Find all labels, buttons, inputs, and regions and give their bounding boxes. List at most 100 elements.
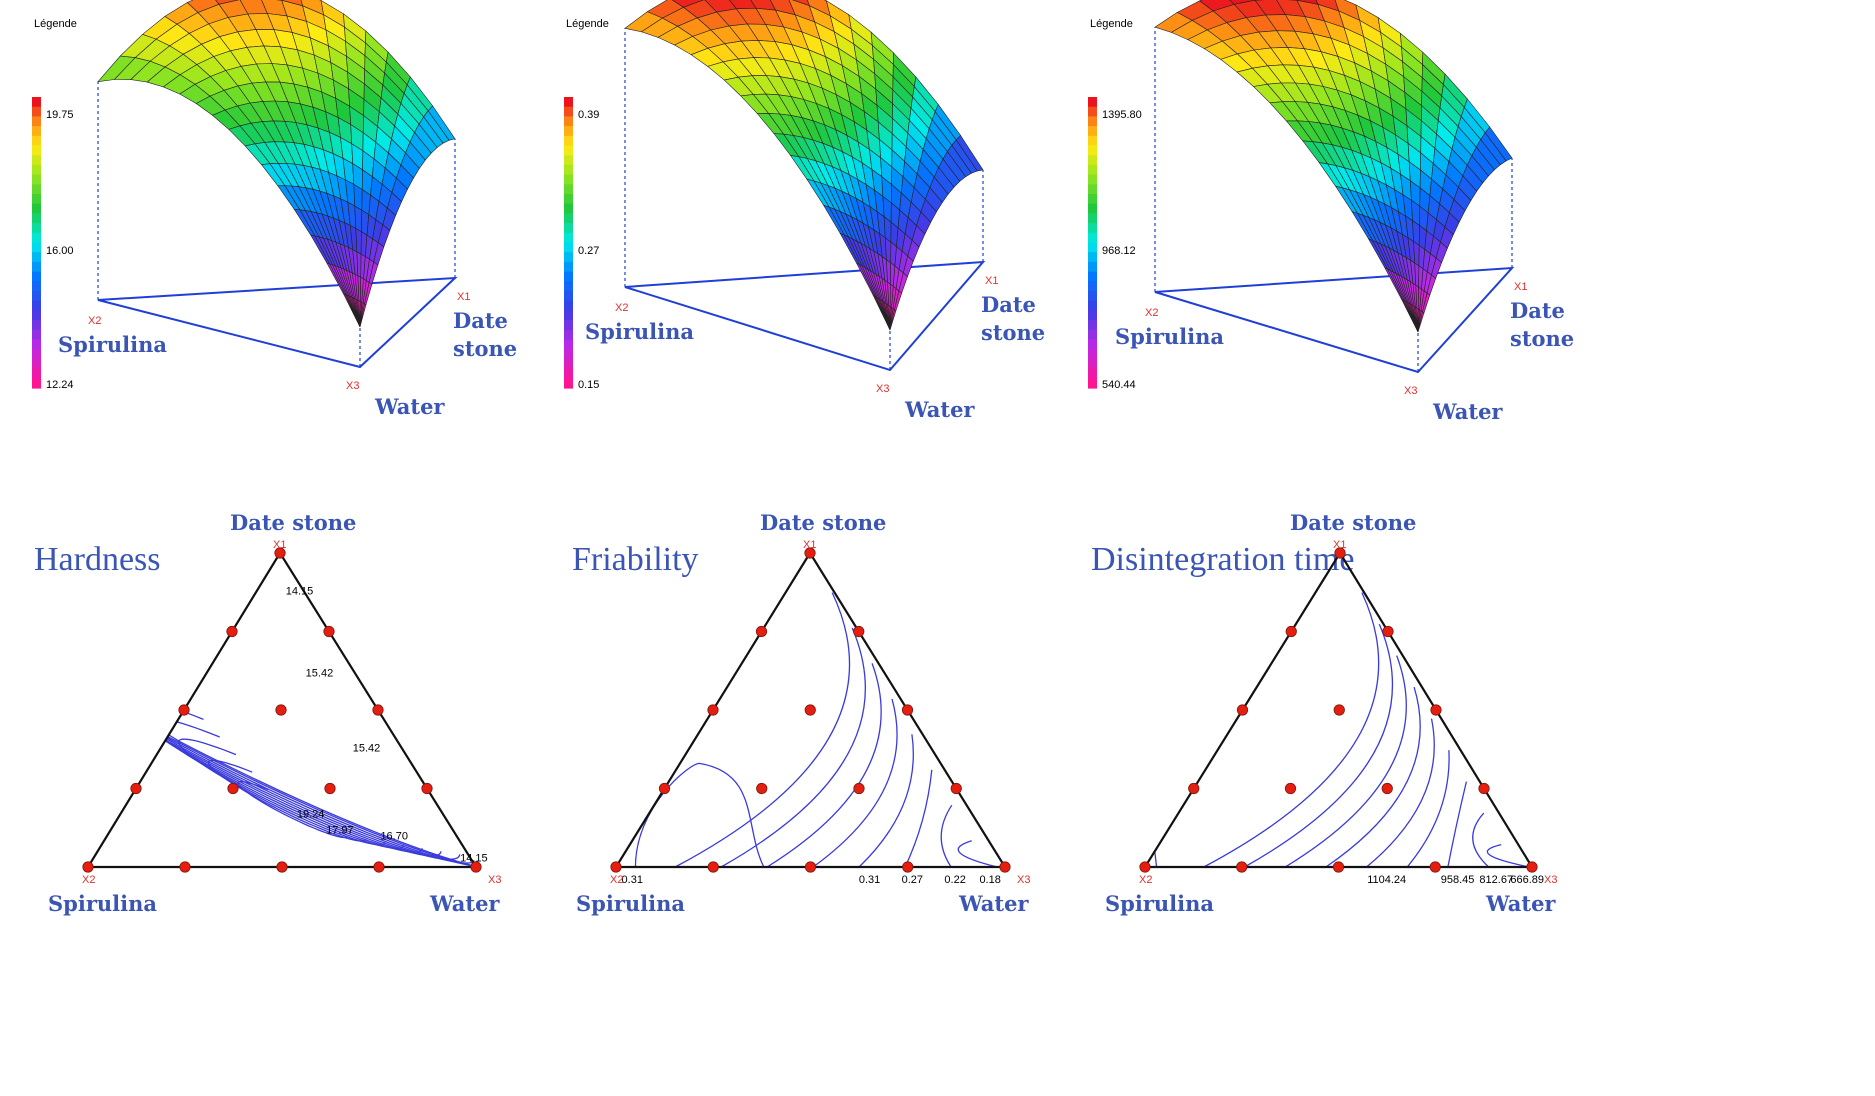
component-date-stone-line2: stone (1510, 326, 1574, 351)
legend-color-segment (1088, 106, 1097, 117)
component-date-stone-line2: stone (453, 336, 517, 361)
legend-color-segment (32, 300, 41, 311)
design-point (130, 782, 142, 795)
surface-facet (359, 303, 367, 327)
surface-facet (884, 237, 892, 264)
legend-color-segment (1088, 164, 1097, 176)
legend-color-segment (564, 329, 573, 341)
design-point (1236, 861, 1248, 873)
legend-color-segment (32, 145, 41, 156)
legend-color-segment (1088, 203, 1097, 214)
legend-color-segment (564, 203, 573, 214)
component-spirulina: Spirulina (1115, 324, 1224, 349)
legend-tick: 968.12 (1102, 245, 1136, 257)
legend-color-segment (1088, 126, 1097, 137)
ternary-plot-2: 0.31 0.31 0.27 0.22 0.18 X1 X2 X3 Date stone Spir… (576, 510, 1030, 916)
contour-label: 14.15 (460, 853, 488, 865)
design-point (610, 861, 622, 873)
design-point (707, 861, 719, 873)
legend-color-segment (1088, 358, 1097, 370)
legend-color-segment (1088, 349, 1097, 360)
legend-color-segment (32, 164, 41, 176)
design-point (227, 782, 239, 795)
panel-title: Disintegration time (1091, 541, 1354, 578)
contour-line (1284, 655, 1407, 868)
legend-color-segment (1088, 174, 1097, 185)
base-triangle (1154, 266, 1515, 374)
surface-facet (1413, 240, 1420, 267)
vertex-label-x3: X3 (488, 874, 501, 886)
design-point (853, 782, 865, 795)
legend-color-segment (32, 116, 41, 127)
contour-line (812, 698, 898, 868)
design-point (1334, 547, 1346, 559)
legend-color-segment (564, 252, 573, 263)
contour-label: 16.70 (380, 831, 408, 843)
contour-label: 0.31 (859, 874, 880, 886)
legend-color-segment (1088, 310, 1097, 321)
legend-color-segment (564, 261, 573, 273)
legend-color-segment (32, 368, 41, 379)
design-point (999, 861, 1011, 873)
design-point (1526, 861, 1538, 873)
legend-color-segment (564, 281, 573, 292)
component-water: Water (374, 394, 445, 419)
legend-color-segment (1088, 261, 1097, 273)
contour-line (166, 687, 478, 868)
base-triangle (97, 276, 458, 369)
design-point (1332, 861, 1345, 873)
legend-title: Légende (1090, 18, 1133, 30)
legend-color-segment (32, 232, 41, 244)
legend-color-segment (32, 349, 41, 360)
legend-color-segment (1088, 368, 1097, 379)
design-point (373, 861, 385, 873)
component-date-stone: Date stone (1290, 510, 1416, 535)
legend-color-segment (32, 213, 41, 224)
design-point (274, 547, 286, 559)
contour-label: 19.24 (297, 809, 325, 821)
contour-line (165, 691, 475, 864)
contour-line (674, 592, 851, 868)
contour-line (167, 680, 478, 869)
legend-color-segment (32, 242, 41, 253)
legend-color-segment (1088, 194, 1097, 205)
contour-line (858, 734, 914, 868)
contour-line (1366, 718, 1435, 868)
vertex-label-x1: X1 (273, 539, 286, 551)
contour-label: 0.31 (622, 874, 643, 886)
legend-color-segment (564, 184, 573, 195)
vertex-label-x3: X3 (346, 380, 359, 392)
legend-color-segment (564, 126, 573, 137)
legend-color-segment (1088, 184, 1097, 195)
contour-label: 0.27 (902, 874, 923, 886)
vertex-label-x2: X2 (615, 302, 628, 314)
legend-color-segment (32, 339, 41, 350)
component-date-stone: Date stone (230, 510, 356, 535)
design-point (372, 704, 384, 716)
legend-tick: 12.24 (46, 379, 74, 391)
surface-facet (354, 205, 363, 233)
legend-color-segment (564, 213, 573, 224)
surface-facet (355, 227, 362, 255)
contour-label: 958.45 (1441, 874, 1475, 886)
contour-line (178, 738, 386, 846)
surface-facet (889, 309, 897, 330)
legend-color-segment (32, 329, 41, 341)
legend-color-segment (1088, 135, 1097, 147)
component-date-stone-line1: Date (1510, 298, 1565, 323)
design-point (470, 861, 482, 873)
design-point (1285, 625, 1297, 638)
legend-color-segment (564, 368, 573, 379)
vertex-label-x3: X3 (1544, 874, 1557, 886)
legend-color-segment (564, 145, 573, 156)
contour-lines (164, 680, 478, 869)
design-point (82, 861, 94, 873)
contour-label: 666.89 (1510, 874, 1544, 886)
contour-line (904, 769, 933, 868)
legend-tick: 0.39 (578, 109, 599, 121)
design-point (1236, 704, 1249, 716)
contour-line (1486, 843, 1530, 868)
legend-color-segment (1088, 223, 1097, 234)
